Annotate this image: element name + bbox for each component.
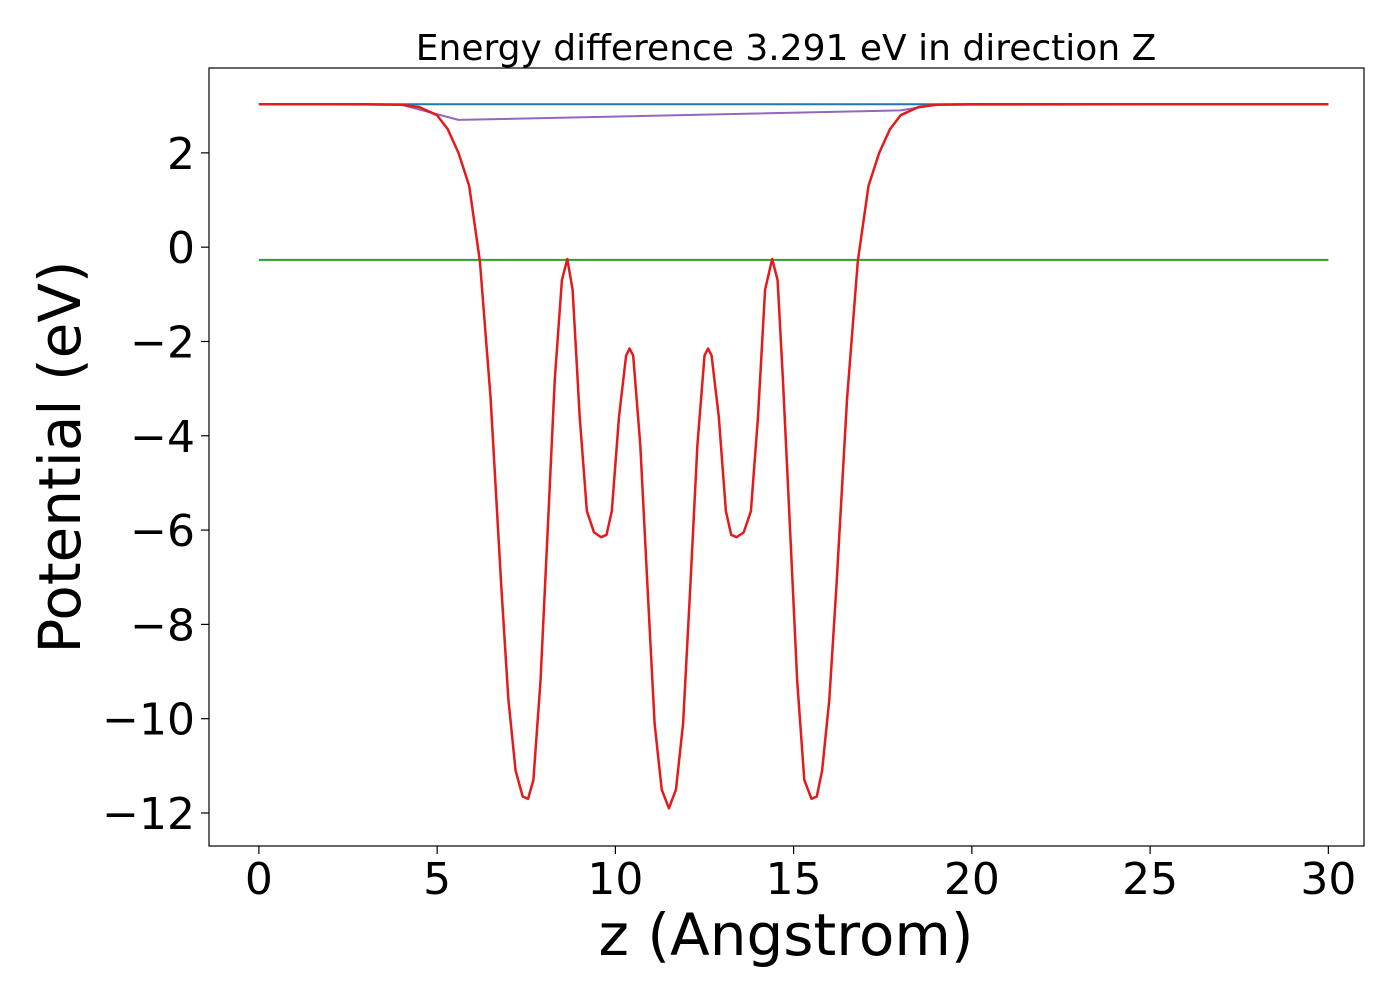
x-tick-label: 25 <box>1122 854 1178 905</box>
y-tick-label: 0 <box>167 223 195 274</box>
x-tick-label: 30 <box>1300 854 1356 905</box>
x-tick-label: 15 <box>766 854 822 905</box>
y-tick-label: −4 <box>130 412 195 463</box>
y-axis-label: Potential (eV) <box>26 260 94 653</box>
y-tick-label: −2 <box>130 317 195 368</box>
x-axis-ticks: 0 5 10 15 20 25 30 <box>245 846 1356 905</box>
y-tick-label: −10 <box>102 695 195 746</box>
series-layer <box>258 103 1329 810</box>
y-tick-label: −8 <box>130 600 195 651</box>
y-tick-label: −12 <box>102 789 195 840</box>
chart-title: Energy difference 3.291 eV in direction … <box>416 28 1157 69</box>
x-tick-label: 0 <box>245 854 273 905</box>
x-axis-label: z (Angstrom) <box>599 901 974 969</box>
series-line-4 <box>258 103 1329 810</box>
y-tick-label: −6 <box>130 506 195 557</box>
y-axis-ticks: 2 0 −2 −4 −6 −8 −10 −12 <box>102 129 209 840</box>
x-tick-label: 10 <box>587 854 643 905</box>
x-tick-label: 5 <box>423 854 451 905</box>
plot-frame <box>208 67 1365 847</box>
y-tick-label: 2 <box>167 129 195 180</box>
x-tick-label: 20 <box>944 854 1000 905</box>
